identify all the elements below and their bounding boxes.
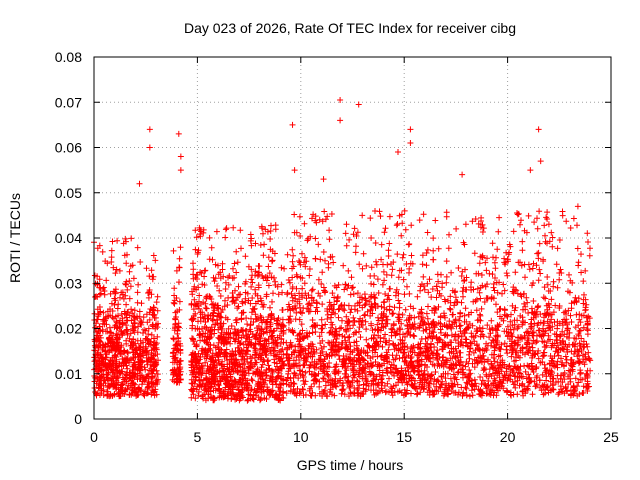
x-axis-label: GPS time / hours	[297, 457, 404, 473]
outlier-point	[146, 144, 153, 151]
outlier-point	[537, 158, 544, 165]
scatter-markers	[91, 207, 594, 404]
outlier-point	[177, 153, 184, 160]
outlier-point	[175, 130, 182, 137]
outlier-point	[527, 167, 534, 174]
grid-lines	[94, 57, 611, 419]
chart-title: Day 023 of 2026, Rate Of TEC Index for r…	[184, 20, 516, 36]
outlier-point	[291, 167, 298, 174]
data-points	[91, 96, 594, 404]
outlier-point	[320, 176, 327, 183]
outlier-point	[337, 117, 344, 124]
outlier-point	[136, 180, 143, 187]
outlier-point	[146, 126, 153, 133]
outlier-point	[407, 139, 414, 146]
axis-ticks: 0 5 10 15 20 25 0 0.01 0.02 0.03 0.04 0.05 0.06 0.07 0…	[55, 49, 619, 445]
y-tick-label: 0.08	[55, 49, 82, 65]
x-tick-label: 0	[90, 429, 98, 445]
outlier-point	[459, 171, 466, 178]
x-tick-label: 5	[194, 429, 202, 445]
y-tick-label: 0.06	[55, 140, 82, 156]
outlier-point	[574, 203, 581, 210]
outlier-point	[337, 96, 344, 103]
y-tick-label: 0.01	[55, 366, 82, 382]
outlier-point	[535, 126, 542, 133]
outlier-point	[355, 101, 362, 108]
y-axis-label: ROTI / TECUs	[7, 193, 23, 283]
y-tick-label: 0.05	[55, 185, 82, 201]
y-tick-label: 0.07	[55, 94, 82, 110]
outlier-point	[407, 126, 414, 133]
outlier-point	[177, 167, 184, 174]
x-tick-label: 10	[293, 429, 309, 445]
x-tick-label: 15	[396, 429, 412, 445]
x-tick-label: 25	[603, 429, 619, 445]
y-tick-label: 0.03	[55, 275, 82, 291]
y-tick-label: 0.02	[55, 321, 82, 337]
outlier-point	[394, 149, 401, 156]
y-tick-label: 0	[74, 411, 82, 427]
y-tick-label: 0.04	[55, 230, 82, 246]
outlier-point	[289, 121, 296, 128]
x-tick-label: 20	[500, 429, 516, 445]
